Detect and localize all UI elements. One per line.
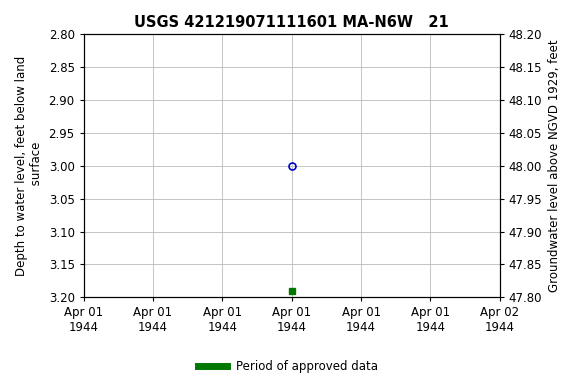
Legend: Period of approved data: Period of approved data <box>193 356 383 378</box>
Y-axis label: Depth to water level, feet below land
 surface: Depth to water level, feet below land su… <box>15 56 43 276</box>
Title: USGS 421219071111601 MA-N6W   21: USGS 421219071111601 MA-N6W 21 <box>134 15 449 30</box>
Y-axis label: Groundwater level above NGVD 1929, feet: Groundwater level above NGVD 1929, feet <box>548 40 561 292</box>
